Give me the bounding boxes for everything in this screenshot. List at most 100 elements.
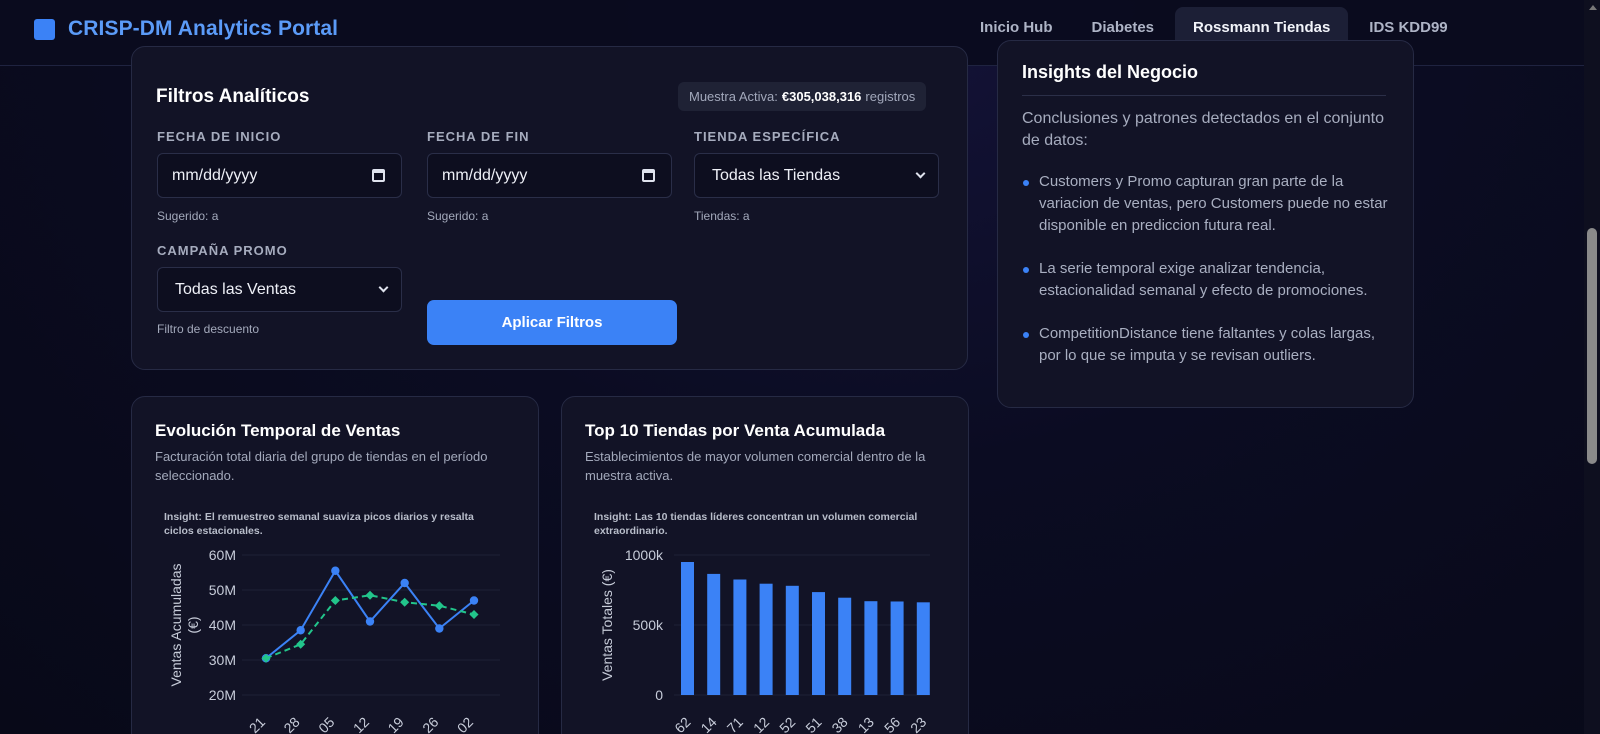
y-axis-title: Ventas Totales (€): [599, 569, 615, 681]
promo-select[interactable]: Todas las Ventas: [157, 267, 402, 312]
end-date-label: FECHA DE FIN: [427, 129, 530, 144]
chevron-down-icon: [915, 168, 926, 179]
brand[interactable]: CRISP-DM Analytics Portal: [34, 17, 338, 41]
y-tick-label: 30M: [209, 652, 236, 668]
bar: [838, 597, 852, 695]
x-tick-label: 21: [246, 714, 268, 734]
start-date-label: FECHA DE INICIO: [157, 129, 282, 144]
insight-text: La serie temporal exige analizar tendenc…: [1039, 260, 1368, 299]
y-tick-label: 20M: [209, 687, 236, 703]
promo-select-value: Todas las Ventas: [175, 280, 296, 298]
bar: [890, 601, 904, 695]
filters-panel: Filtros Analíticos Muestra Activa: €305,…: [131, 46, 968, 370]
y-tick-label: 500k: [633, 617, 664, 633]
data-point: [469, 609, 479, 620]
store-select[interactable]: Todas las Tiendas: [694, 153, 939, 198]
chart-subtitle: Establecimientos de mayor volumen comerc…: [585, 449, 926, 483]
x-tick-label: 52: [776, 714, 798, 734]
scroll-thumb[interactable]: [1587, 228, 1597, 464]
bar: [916, 602, 930, 695]
x-tick-label: 38: [828, 714, 850, 734]
insights-title: Insights del Negocio: [1022, 62, 1199, 82]
y-tick-label: 60M: [209, 547, 236, 563]
divider: [1022, 95, 1386, 96]
y-tick-label: 0: [655, 687, 663, 703]
bullet-icon: [1023, 267, 1029, 273]
nav-item-diabetes[interactable]: Diabetes: [1091, 19, 1155, 36]
bar: [733, 579, 747, 695]
bar: [812, 592, 825, 695]
promo-label: CAMPAÑA PROMO: [157, 243, 288, 258]
nav-item-ids-kdd99[interactable]: IDS KDD99: [1369, 19, 1448, 36]
bar: [864, 601, 878, 695]
x-tick-label: 71: [724, 714, 746, 734]
x-tick-label: 12: [350, 714, 372, 734]
end-date-hint: Sugerido: a: [427, 209, 489, 223]
x-tick-label: 28: [280, 714, 302, 734]
bar: [759, 583, 773, 695]
x-tick-label: 05: [315, 714, 337, 734]
sample-suffix: registros: [865, 89, 916, 104]
x-tick-label: 19: [384, 714, 406, 734]
sample-badge: Muestra Activa: €305,038,316 registros: [678, 82, 927, 111]
data-point: [330, 595, 340, 606]
store-hint: Tiendas: a: [694, 209, 750, 223]
line-chart: Insight: El remuestreo semanal suaviza p…: [164, 511, 500, 734]
calendar-icon[interactable]: [372, 169, 385, 182]
insight-text: Customers y Promo capturan gran parte de…: [1039, 173, 1388, 234]
y-tick-label: 50M: [209, 582, 236, 598]
insight-text: CompetitionDistance tiene faltantes y co…: [1039, 325, 1376, 364]
nav-item-inicio-hub[interactable]: Inicio Hub: [980, 19, 1053, 36]
chart-subtitle: Facturación total diaria del grupo de ti…: [155, 449, 488, 483]
start-date-value: mm/dd/yyyy: [172, 166, 258, 184]
insight-item: Customers y Promo capturan gran parte de…: [1022, 171, 1397, 237]
insight-item: La serie temporal exige analizar tendenc…: [1022, 258, 1397, 302]
chart-title: Top 10 Tiendas por Venta Acumulada: [585, 421, 886, 440]
page-scrollbar[interactable]: [1584, 0, 1600, 734]
data-point: [435, 624, 444, 633]
filters-title: Filtros Analíticos: [156, 86, 310, 107]
end-date-input[interactable]: mm/dd/yyyy: [427, 153, 672, 198]
start-date-hint: Sugerido: a: [157, 209, 219, 223]
sample-value: €305,038,316: [781, 89, 862, 104]
bullet-icon: [1023, 180, 1029, 186]
start-date-input[interactable]: mm/dd/yyyy: [157, 153, 402, 198]
insights-intro: Conclusiones y patrones detectados en el…: [1022, 110, 1385, 149]
x-tick-label: 26: [419, 714, 441, 734]
data-point: [365, 617, 375, 626]
scroll-up-arrow-icon[interactable]: [1589, 5, 1597, 10]
bar: [681, 562, 694, 695]
x-tick-label: 12: [750, 714, 772, 734]
x-tick-label: 14: [697, 714, 719, 734]
data-point: [296, 626, 305, 635]
data-point: [469, 596, 479, 605]
apply-filters-button[interactable]: Aplicar Filtros: [427, 300, 677, 345]
x-tick-label: 23: [907, 714, 929, 734]
calendar-icon[interactable]: [642, 169, 655, 182]
data-point: [365, 590, 375, 600]
store-select-value: Todas las Tiendas: [712, 166, 841, 184]
top-stores-card: Top 10 Tiendas por Venta Acumulada Estab…: [561, 396, 969, 734]
data-point: [434, 601, 444, 611]
logo-icon: [34, 18, 55, 40]
chart-annotation: Insight: Las 10 tiendas líderes concentr…: [594, 511, 917, 537]
data-point: [400, 578, 409, 588]
y-tick-label: 1000k: [625, 547, 664, 563]
y-axis-title: Ventas Acumuladas(€): [168, 564, 201, 687]
x-tick-label: 02: [454, 714, 476, 734]
chevron-down-icon: [378, 282, 389, 293]
end-date-value: mm/dd/yyyy: [442, 166, 528, 184]
data-point: [400, 597, 410, 607]
insight-item: CompetitionDistance tiene faltantes y co…: [1022, 323, 1397, 367]
sample-prefix: Muestra Activa:: [689, 89, 778, 104]
chart-annotation: Insight: El remuestreo semanal suaviza p…: [164, 511, 474, 537]
bar: [785, 585, 799, 695]
x-tick-label: 13: [855, 714, 877, 734]
bar: [707, 573, 721, 695]
bullet-icon: [1023, 332, 1029, 338]
promo-hint: Filtro de descuento: [157, 322, 260, 336]
y-tick-label: 40M: [209, 617, 236, 633]
sales-evolution-card: Evolución Temporal de Ventas Facturación…: [131, 396, 539, 734]
chart-title: Evolución Temporal de Ventas: [155, 421, 401, 440]
bar-chart: Insight: Las 10 tiendas líderes concentr…: [594, 511, 930, 734]
